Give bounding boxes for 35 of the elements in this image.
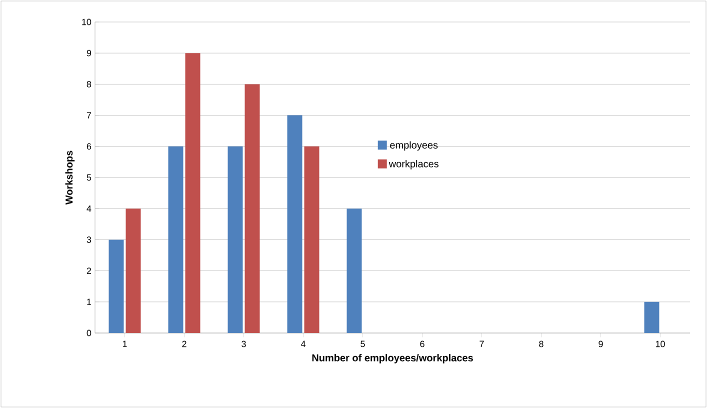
y-tick-label: 8 [86, 81, 92, 88]
legend-label: workplaces [388, 160, 439, 170]
y-tick-label: 0 [86, 330, 92, 336]
x-tick-label: 2 [182, 340, 186, 348]
y-tick-label: 10 [82, 18, 92, 26]
y-tick-label: 7 [86, 112, 92, 118]
bar [346, 208, 362, 333]
x-tick-label: 5 [360, 340, 365, 348]
x-tick-label: 4 [300, 340, 306, 347]
x-tick-label: 7 [480, 340, 484, 347]
bar [108, 240, 124, 333]
y-tick-label: 3 [86, 236, 92, 243]
bar [185, 53, 200, 333]
x-tick-label: 8 [539, 340, 544, 348]
y-tick-label: 9 [86, 50, 92, 56]
y-tick-label: 2 [86, 268, 92, 274]
y-tick-label: 6 [86, 143, 92, 150]
x-tick-label: 6 [420, 340, 424, 348]
y-tick-label: 4 [86, 206, 92, 212]
legend-label: employees [390, 141, 438, 151]
x-tick-label: 3 [242, 340, 246, 348]
x-tick-label: 9 [598, 340, 603, 348]
bar [126, 208, 141, 333]
y-tick-label: 1 [87, 298, 92, 305]
bar [244, 84, 260, 333]
bar [304, 146, 320, 333]
bar [228, 146, 243, 333]
bar [287, 115, 302, 333]
x-axis-title: Number of employees/workplaces [312, 354, 473, 364]
x-tick-label: 1 [122, 340, 127, 347]
x-tick-label: 10 [656, 340, 665, 348]
bar [644, 302, 660, 333]
bar [168, 146, 184, 333]
y-axis-title: Workshops [65, 150, 75, 205]
y-tick-label: 5 [86, 174, 92, 181]
